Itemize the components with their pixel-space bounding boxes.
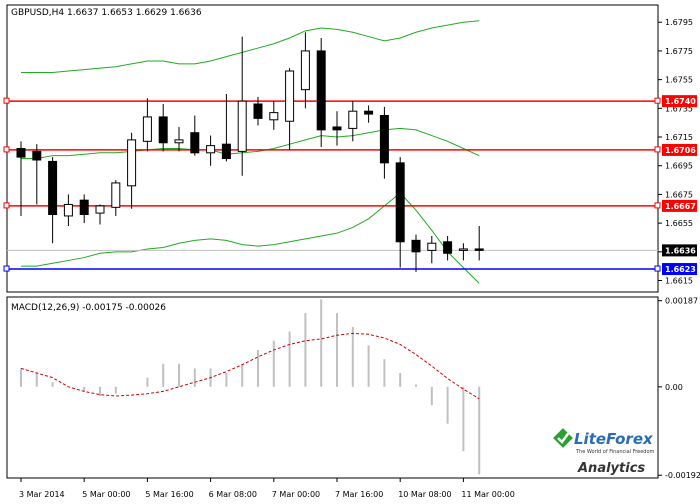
- bull-candle: [348, 110, 358, 129]
- macd-tick-label: 0.00: [665, 383, 683, 392]
- level-handle-right: [654, 202, 661, 209]
- level-price-tag: [662, 199, 697, 212]
- price-tick-label: 1.6795: [665, 18, 693, 27]
- macd-axis: 0.00187 0.00 -0.00192: [658, 297, 700, 480]
- macd-title: MACD(12,26,9) -0.00175 -0.00026: [11, 303, 166, 313]
- macd-signal-line: [20, 332, 480, 400]
- macd-histogram: [20, 299, 481, 475]
- current-price-tag-label: 1.6636: [665, 246, 696, 255]
- bull-candle: [63, 203, 73, 217]
- level-price-tag-label: 1.6706: [665, 146, 696, 155]
- level-price-tag-label: 1.6667: [665, 202, 696, 211]
- price-tick-label: 1.6675: [665, 190, 693, 199]
- bear-candle: [443, 241, 453, 254]
- bull-candle: [206, 145, 216, 154]
- bull-candle: [427, 242, 437, 251]
- level-handle-left: [3, 97, 10, 104]
- liteforex-logo: LiteForex The World of Financial Freedom…: [553, 428, 655, 476]
- bull-candle: [142, 116, 152, 142]
- level-handle-right: [654, 146, 661, 153]
- logo-wordmark: LiteForex: [574, 430, 654, 448]
- bear-candle: [395, 162, 405, 243]
- time-tick-label: 10 Mar 08:00: [398, 490, 451, 499]
- candlesticks: [16, 32, 484, 272]
- price-tick-label: 1.6615: [665, 277, 693, 286]
- level-price-tag-label: 1.6623: [665, 265, 696, 274]
- bear-candle: [158, 116, 168, 144]
- bear-candle: [253, 103, 263, 119]
- bear-candle: [411, 239, 421, 253]
- bear-candle: [16, 148, 26, 158]
- logo-tagline: The World of Financial Freedom: [575, 449, 655, 455]
- price-tick-label: 1.6755: [665, 76, 693, 85]
- price-tick-label: 1.6655: [665, 219, 693, 228]
- bollinger-upper-line: [21, 20, 480, 73]
- macd-panel-frame: [6, 296, 659, 479]
- time-axis: 3 Mar 2014 5 Mar 00:00 5 Mar 16:00 6 Mar 08…: [19, 478, 515, 499]
- bull-candle: [237, 100, 247, 152]
- level-handle-left: [3, 265, 10, 272]
- level-handle-right: [654, 97, 661, 104]
- level-handle-right: [654, 265, 661, 272]
- bear-candle: [364, 110, 374, 115]
- bear-candle: [474, 248, 484, 251]
- bull-candle: [174, 139, 184, 144]
- price-tick-label: 1.6775: [665, 47, 693, 56]
- bull-candle: [127, 139, 137, 187]
- price-level-labels: 1.6740 1.6706 1.6667 1.6623 1.6636: [662, 95, 697, 276]
- time-tick-label: 6 Mar 08:00: [209, 490, 257, 499]
- bollinger-middle-line: [21, 127, 480, 160]
- bear-candle: [190, 132, 200, 154]
- bull-candle: [300, 50, 310, 91]
- bear-candle: [79, 199, 89, 216]
- time-tick-label: 5 Mar 16:00: [145, 490, 193, 499]
- level-handle-left: [3, 146, 10, 153]
- bear-candle: [221, 143, 231, 160]
- level-handle-left: [3, 202, 10, 209]
- price-tick-label: 1.6695: [665, 162, 693, 171]
- bull-candle: [458, 248, 468, 251]
- bear-candle: [32, 150, 42, 161]
- time-tick-label: 11 Mar 00:00: [461, 490, 514, 499]
- bear-candle: [379, 114, 389, 164]
- current-price-tag: [662, 244, 697, 257]
- bull-candle: [95, 205, 105, 214]
- level-price-tag: [662, 263, 697, 276]
- bull-candle: [285, 70, 295, 122]
- logo-check-icon: [557, 430, 572, 444]
- time-tick-label: 5 Mar 00:00: [82, 490, 130, 499]
- macd-tick-label: -0.00192: [665, 471, 700, 480]
- macd-tick-label: 0.00187: [665, 297, 698, 306]
- level-price-tag: [662, 95, 697, 108]
- price-tick-label: 1.6715: [665, 133, 693, 142]
- time-tick-label: 7 Mar 00:00: [272, 490, 320, 499]
- bull-candle: [269, 112, 279, 121]
- level-price-tag-label: 1.6740: [665, 97, 696, 106]
- level-price-tag: [662, 143, 697, 156]
- logo-product: Analytics: [577, 461, 645, 476]
- bear-candle: [316, 50, 326, 131]
- price-panel-frame: [6, 4, 659, 293]
- price-tick-label: 1.6735: [665, 104, 693, 113]
- bull-candle: [111, 182, 121, 208]
- macd-signal-line: [20, 332, 480, 400]
- time-tick-label: 3 Mar 2014: [19, 490, 65, 499]
- price-chart-title: GBPUSD,H4 1.6637 1.6653 1.6629 1.6636: [11, 8, 202, 18]
- bear-candle: [332, 126, 342, 131]
- bear-candle: [48, 160, 58, 216]
- time-tick-label: 7 Mar 16:00: [335, 490, 383, 499]
